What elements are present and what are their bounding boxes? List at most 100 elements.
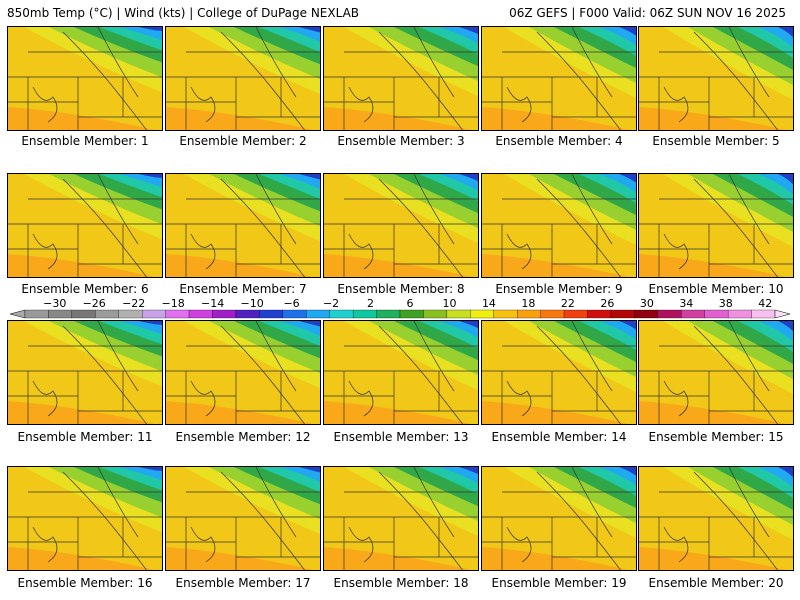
- colorbar-swatch: [681, 309, 705, 319]
- map-header-valid-time: 06Z GEFS | F000 Valid: 06Z SUN NOV 16 20…: [509, 6, 786, 20]
- colorbar-swatch: [446, 309, 471, 319]
- colorbar-swatch: [24, 309, 49, 319]
- colorbar-tick-label: −6: [283, 297, 299, 310]
- colorbar-swatch: [376, 309, 401, 319]
- ensemble-member-label: Ensemble Member: 14: [491, 430, 627, 444]
- temperature-map: [324, 174, 478, 277]
- colorbar-swatch: [48, 309, 73, 319]
- ensemble-member-label: Ensemble Member: 7: [179, 282, 307, 296]
- colorbar-tick-label: 14: [482, 297, 496, 310]
- colorbar-swatch: [306, 309, 330, 319]
- colorbar-swatch: [704, 309, 729, 319]
- temperature-map: [166, 321, 320, 424]
- temperature-map: [324, 467, 478, 570]
- ensemble-member-label: Ensemble Member: 4: [495, 134, 623, 148]
- temperature-map: [8, 27, 162, 130]
- colorbar-tick-label: 26: [600, 297, 614, 310]
- ensemble-member-label: Ensemble Member: 10: [648, 282, 784, 296]
- colorbar-tick-label: 42: [758, 297, 772, 310]
- ensemble-map-panel: [165, 466, 321, 571]
- ensemble-map-panel: [165, 320, 321, 425]
- ensemble-map-panel: [7, 173, 163, 278]
- colorbar-swatch: [259, 309, 283, 319]
- temperature-map: [166, 174, 320, 277]
- colorbar-swatch: [329, 309, 354, 319]
- ensemble-member-label: Ensemble Member: 16: [17, 576, 153, 590]
- ensemble-map-panel: [165, 26, 321, 131]
- colorbar-tick-label: 10: [442, 297, 456, 310]
- colorbar-tick-label: 34: [679, 297, 693, 310]
- colorbar-tick-label: 38: [719, 297, 733, 310]
- ensemble-map-panel: [481, 26, 637, 131]
- ensemble-member-label: Ensemble Member: 3: [337, 134, 465, 148]
- colorbar-swatch: [634, 309, 658, 319]
- ensemble-member-label: Ensemble Member: 17: [175, 576, 311, 590]
- temperature-map: [482, 467, 636, 570]
- ensemble-map-panel: [323, 26, 479, 131]
- ensemble-member-label: Ensemble Member: 11: [17, 430, 153, 444]
- colorbar-swatch: [188, 309, 213, 319]
- colorbar-swatch: [493, 309, 518, 319]
- colorbar-swatch: [212, 309, 237, 319]
- temperature-map: [639, 174, 793, 277]
- temperature-map: [166, 467, 320, 570]
- ensemble-map-panel: [638, 320, 794, 425]
- colorbar-tick-label: 18: [521, 297, 535, 310]
- ensemble-member-label: Ensemble Member: 9: [495, 282, 623, 296]
- colorbar-swatch: [282, 309, 307, 319]
- temperature-map: [482, 174, 636, 277]
- ensemble-member-label: Ensemble Member: 18: [333, 576, 469, 590]
- colorbar-swatch: [423, 309, 448, 319]
- ensemble-map-panel: [7, 26, 163, 131]
- temperature-map: [166, 27, 320, 130]
- ensemble-map-panel: [638, 466, 794, 571]
- colorbar-tick-label: −14: [201, 297, 224, 310]
- colorbar-swatch: [563, 309, 588, 319]
- colorbar-tick-label: −18: [162, 297, 185, 310]
- ensemble-map-panel: [165, 173, 321, 278]
- ensemble-map-panel: [323, 173, 479, 278]
- temperature-map: [639, 467, 793, 570]
- colorbar-swatch: [610, 309, 635, 319]
- colorbar-swatch: [470, 309, 494, 319]
- map-header-title: 850mb Temp (°C) | Wind (kts) | College o…: [7, 6, 360, 20]
- temperature-map: [324, 321, 478, 424]
- temperature-map: [639, 321, 793, 424]
- ensemble-map-panel: [481, 320, 637, 425]
- ensemble-member-label: Ensemble Member: 13: [333, 430, 469, 444]
- ensemble-map-panel: [481, 466, 637, 571]
- temperature-map: [482, 27, 636, 130]
- ensemble-map-panel: [323, 320, 479, 425]
- colorbar-tick-label: 22: [561, 297, 575, 310]
- colorbar-tick-label: −30: [43, 297, 66, 310]
- temperature-map: [8, 174, 162, 277]
- ensemble-map-panel: [7, 466, 163, 571]
- colorbar-tick-label: −2: [323, 297, 339, 310]
- colorbar-swatch: [352, 309, 377, 319]
- temperature-map: [482, 321, 636, 424]
- ensemble-member-label: Ensemble Member: 6: [21, 282, 149, 296]
- colorbar-tick-label: −10: [240, 297, 263, 310]
- colorbar-swatch: [399, 309, 424, 319]
- ensemble-map-panel: [481, 173, 637, 278]
- colorbar-tick-label: −26: [83, 297, 106, 310]
- temperature-colorbar: −30 −26 −22 −18 −14 −10 −6 −2 2 6 10 14 18 22 26 30 34 38…: [9, 297, 791, 319]
- ensemble-member-label: Ensemble Member: 2: [179, 134, 307, 148]
- ensemble-map-panel: [7, 320, 163, 425]
- ensemble-map-panel: [638, 26, 794, 131]
- colorbar-swatch: [587, 309, 612, 319]
- ensemble-map-panel: [323, 466, 479, 571]
- colorbar-tick-label: −22: [122, 297, 145, 310]
- colorbar-swatch: [727, 309, 752, 319]
- colorbar-swatch: [751, 309, 776, 319]
- temperature-map: [324, 27, 478, 130]
- colorbar-swatch: [540, 309, 565, 319]
- colorbar-swatch: [118, 309, 143, 319]
- colorbar-swatch: [235, 309, 260, 319]
- colorbar-tick-label: 30: [640, 297, 654, 310]
- ensemble-member-label: Ensemble Member: 20: [648, 576, 784, 590]
- colorbar-swatch: [657, 309, 682, 319]
- colorbar-swatch: [142, 309, 166, 319]
- ensemble-member-label: Ensemble Member: 19: [491, 576, 627, 590]
- ensemble-member-label: Ensemble Member: 15: [648, 430, 784, 444]
